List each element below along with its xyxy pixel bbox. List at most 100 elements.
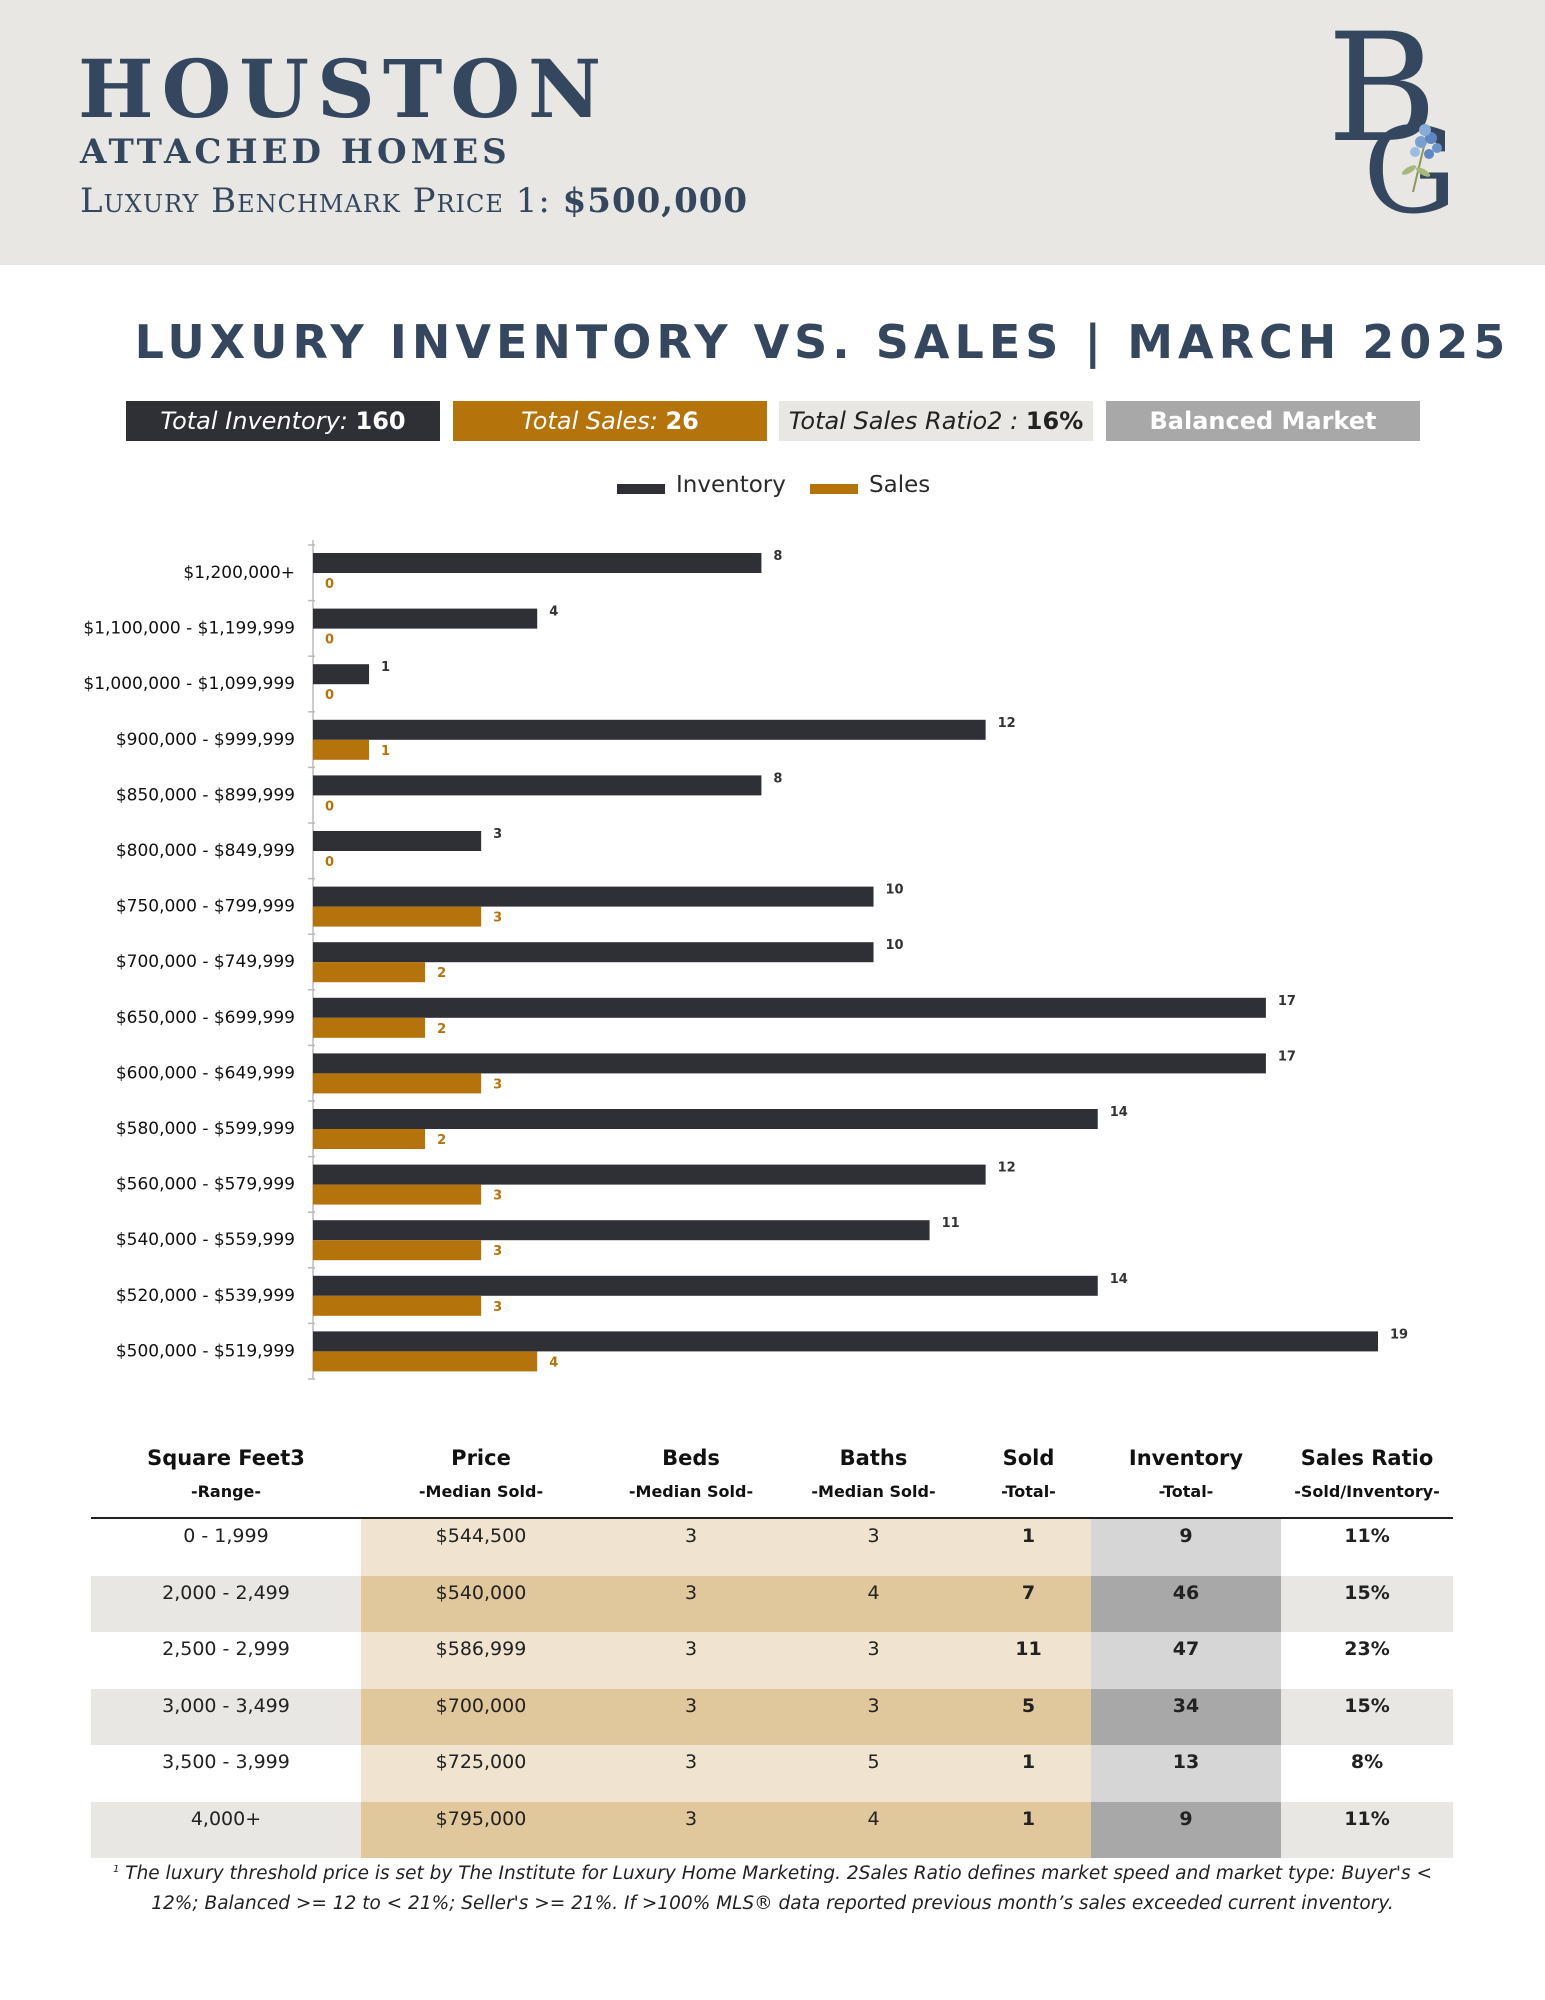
table-cell: 5 (966, 1688, 1091, 1745)
table-cell: 15% (1281, 1575, 1453, 1632)
table-cell: 23% (1281, 1632, 1453, 1689)
sales-value-label: 3 (493, 911, 502, 926)
table-row: 3,000 - 3,499 $700,000 3 3 5 34 15% (91, 1688, 1453, 1745)
table-cell: 34 (1091, 1688, 1281, 1745)
inventory-sales-bar-chart: $1,200,000+ 8 0 $1,100,000 - $1,199,999 4 0 $1… (83, 540, 1408, 1380)
benchmark-label: Luxury Benchmark Price 1: (80, 181, 563, 221)
sales-bar (313, 1240, 482, 1261)
table-row: 4,000+ $795,000 3 4 1 9 11% (91, 1801, 1453, 1858)
bg-logo: B G (1327, 22, 1457, 222)
benchmark-price: Luxury Benchmark Price 1: $500,000 (80, 181, 748, 221)
table-cell: 11% (1281, 1801, 1453, 1858)
legend-label-inventory: Inventory (676, 472, 786, 498)
footnote-text: The luxury threshold price is set by The… (119, 1863, 1432, 1915)
column-header-title: Sales Ratio (1300, 1446, 1434, 1470)
table-cell: 3,000 - 3,499 (91, 1688, 361, 1745)
inventory-bar (313, 553, 762, 573)
sales-bar (313, 1073, 482, 1094)
inventory-bar (313, 997, 1266, 1018)
sales-bar (313, 1017, 426, 1038)
inventory-value-label: 4 (549, 605, 558, 620)
table-row: 0 - 1,999 $544,500 3 3 1 9 11% (91, 1518, 1453, 1576)
table-cell: 13 (1091, 1745, 1281, 1802)
table-cell: 2,500 - 2,999 (91, 1632, 361, 1689)
sales-value-label: 1 (381, 744, 390, 759)
inventory-bar (313, 886, 874, 907)
sales-value-label: 0 (325, 577, 334, 592)
inventory-bar (313, 831, 482, 851)
table-cell: 2,000 - 2,499 (91, 1575, 361, 1632)
table-cell: 3 (601, 1745, 781, 1802)
category-label: $750,000 - $799,999 (116, 897, 295, 917)
inventory-value-label: 14 (1110, 1272, 1128, 1287)
table-row: 3,500 - 3,999 $725,000 3 5 1 13 8% (91, 1745, 1453, 1802)
sales-bar (313, 906, 482, 927)
column-header: Square Feet3 -Range- (91, 1440, 361, 1518)
inventory-bar (313, 608, 538, 629)
table-cell: $795,000 (361, 1801, 601, 1858)
footnote-marker: 1 (113, 1864, 120, 1875)
sales-value-label: 2 (437, 966, 446, 981)
table-cell: 4,000+ (91, 1801, 361, 1858)
category-label: $560,000 - $579,999 (116, 1175, 295, 1195)
inventory-value-label: 12 (998, 1161, 1016, 1176)
table-cell: 3 (601, 1575, 781, 1632)
sales-ratio-value: 16% (1025, 407, 1084, 435)
table-cell: 9 (1091, 1801, 1281, 1858)
inventory-bar (313, 775, 762, 796)
logo-letter-g: G (1363, 102, 1457, 222)
table-cell: $540,000 (361, 1575, 601, 1632)
table-cell: $544,500 (361, 1518, 601, 1576)
sales-bar (313, 962, 426, 983)
column-header-sub: -Total- (1158, 1482, 1214, 1501)
table-cell: 15% (1281, 1688, 1453, 1745)
inventory-bar (313, 664, 370, 685)
table-cell: $586,999 (361, 1632, 601, 1689)
category-label: $800,000 - $849,999 (116, 841, 295, 861)
column-header-title: Baths (839, 1446, 908, 1470)
inventory-bar (313, 942, 874, 963)
legend-label-sales: Sales (869, 472, 931, 498)
property-type: ATTACHED HOMES (80, 132, 511, 172)
sales-bar (313, 1129, 426, 1149)
sales-value-label: 3 (493, 1300, 502, 1315)
sales-value-label: 0 (325, 799, 334, 814)
footnote: 1 The luxury threshold price is set by T… (110, 1855, 1435, 1919)
table-cell: 3 (601, 1801, 781, 1858)
inventory-value-label: 14 (1110, 1105, 1128, 1120)
sales-bar (313, 1295, 482, 1316)
table-cell: 47 (1091, 1632, 1281, 1689)
inventory-value-label: 12 (998, 716, 1016, 731)
column-header-title: Inventory (1128, 1446, 1244, 1470)
category-label: $540,000 - $559,999 (116, 1230, 295, 1250)
column-header: Sold -Total- (966, 1440, 1091, 1518)
sales-value-label: 3 (493, 1077, 502, 1092)
table-cell: 11% (1281, 1518, 1453, 1576)
column-header-title: Beds (662, 1446, 720, 1470)
sales-ratio-label: Total Sales Ratio2 : (788, 407, 1026, 435)
inventory-value-label: 11 (942, 1216, 960, 1231)
column-header: Beds -Median Sold- (601, 1440, 781, 1518)
column-header-title: Price (451, 1446, 511, 1470)
column-header: Sales Ratio -Sold/Inventory- (1281, 1440, 1453, 1518)
category-label: $700,000 - $749,999 (116, 952, 295, 972)
column-header-sub: -Median Sold- (628, 1482, 754, 1501)
inventory-value-label: 10 (886, 883, 904, 898)
category-label: $600,000 - $649,999 (116, 1063, 295, 1083)
sales-value-label: 0 (325, 633, 334, 648)
table-cell: 3 (601, 1518, 781, 1576)
category-label: $520,000 - $539,999 (116, 1286, 295, 1306)
table-cell: 3 (781, 1518, 966, 1576)
table-header-row: Square Feet3 -Range- Price -Median Sold- Bed… (91, 1440, 1453, 1518)
table-cell: 1 (966, 1518, 1091, 1576)
table-cell: 3 (601, 1632, 781, 1689)
table-cell: 1 (966, 1801, 1091, 1858)
sales-value-label: 0 (325, 855, 334, 870)
table-cell: 3 (781, 1632, 966, 1689)
market-type-box: Balanced Market (1106, 401, 1420, 441)
benchmark-value: $500,000 (562, 181, 749, 221)
category-label: $1,200,000+ (183, 563, 295, 583)
table-cell: 11 (966, 1632, 1091, 1689)
column-header: Price -Median Sold- (361, 1440, 601, 1518)
column-header: Inventory -Total- (1091, 1440, 1281, 1518)
